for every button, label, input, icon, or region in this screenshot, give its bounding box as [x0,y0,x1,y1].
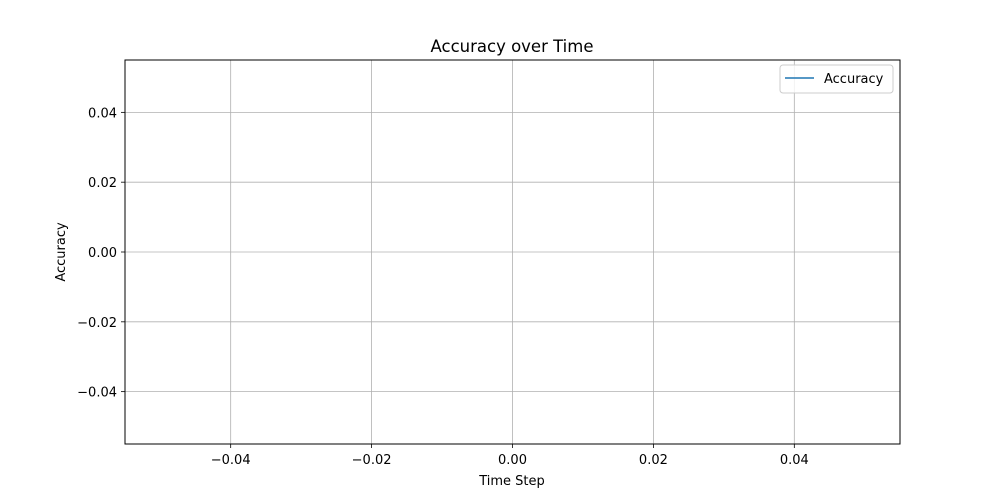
x-tick-label: −0.02 [352,453,392,468]
grid-lines [125,60,900,444]
x-tick-label: −0.04 [211,453,251,468]
x-tick-label: 0.04 [780,453,809,468]
y-axis-label: Accuracy [54,222,69,282]
x-axis-ticks: −0.04 −0.02 0.00 0.02 0.04 [211,444,809,468]
x-axis-label: Time Step [478,474,545,489]
y-tick-label: 0.04 [88,106,117,121]
x-tick-label: 0.00 [498,453,527,468]
y-tick-label: −0.04 [77,386,117,401]
y-axis-ticks: −0.04 −0.02 0.00 0.02 0.04 [77,106,125,401]
y-tick-label: 0.00 [88,246,117,261]
legend-box [779,64,894,94]
y-tick-label: 0.02 [88,176,117,191]
legend: Accuracy [779,64,894,94]
chart-title: Accuracy over Time [431,37,594,56]
x-tick-label: 0.02 [639,453,668,468]
y-tick-label: −0.02 [77,316,117,331]
legend-label-accuracy: Accuracy [824,72,884,87]
